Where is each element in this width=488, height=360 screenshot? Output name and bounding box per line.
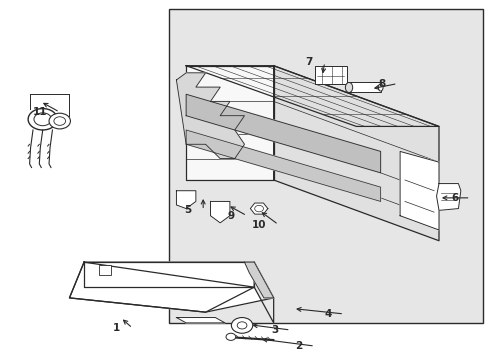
Text: 10: 10 [251,220,266,230]
Polygon shape [176,318,224,323]
Polygon shape [399,152,438,230]
Polygon shape [176,73,244,158]
Text: 9: 9 [227,211,234,221]
Polygon shape [436,184,460,210]
Polygon shape [244,262,273,298]
Bar [169,9,482,323]
Polygon shape [186,66,438,126]
Polygon shape [69,262,254,312]
Text: 3: 3 [271,325,278,335]
Text: 7: 7 [305,57,312,67]
Bar [348,82,380,93]
Polygon shape [186,130,380,202]
Ellipse shape [345,82,352,93]
Polygon shape [254,262,273,323]
Circle shape [49,113,70,129]
Circle shape [225,333,235,341]
Text: 6: 6 [450,193,458,203]
Polygon shape [84,262,254,287]
Text: 11: 11 [33,107,47,117]
Circle shape [231,318,252,333]
Polygon shape [186,94,380,173]
Polygon shape [250,203,267,214]
Text: 4: 4 [324,309,331,319]
Polygon shape [273,66,438,241]
Bar [314,66,346,84]
Polygon shape [186,66,273,180]
Text: 1: 1 [113,323,120,333]
Polygon shape [176,191,196,208]
Text: 5: 5 [183,205,191,215]
Bar [99,265,111,275]
Text: 2: 2 [295,341,302,351]
Ellipse shape [377,84,382,91]
Text: 8: 8 [378,78,385,89]
Polygon shape [210,202,229,223]
Polygon shape [69,262,273,312]
